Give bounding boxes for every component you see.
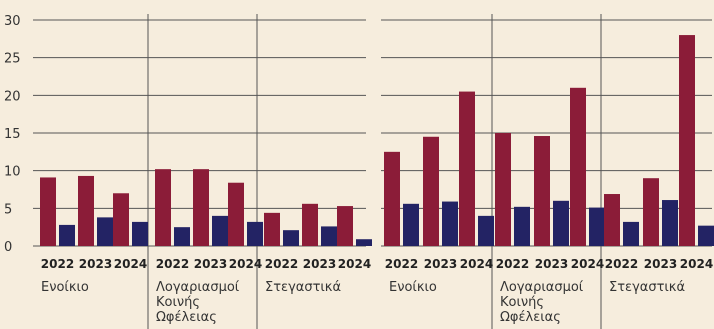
y-tick-label: 15 [4,127,21,142]
bar [59,224,75,246]
bar [679,35,695,246]
x-tick-label: 2024 [338,257,371,271]
bar [264,212,280,246]
bar [337,206,353,246]
y-tick-label: 20 [4,89,21,104]
group-label: Λογαριασμοί [500,280,584,295]
y-tick-label: 30 [4,14,21,29]
bar [495,133,511,246]
group-label: Λογαριασμοί [156,280,240,295]
bar [459,91,475,246]
bar [228,182,244,246]
y-tick-label: 25 [4,52,21,67]
x-tick-label: 2023 [644,257,677,271]
x-tick-label: 2024 [229,257,262,271]
x-tick-label: 2022 [385,257,418,271]
bar [423,136,439,246]
bar [321,226,337,246]
y-tick-label: 0 [4,240,12,255]
bar [570,87,586,246]
bar [604,194,620,246]
bar [212,215,228,246]
group-label: Ενοίκιο [41,280,89,295]
x-tick-label: 2024 [114,257,147,271]
bar [553,200,569,246]
bar [478,215,494,246]
group-label: Ωφέλειας [500,310,561,325]
bar [623,221,639,246]
bar [283,230,299,246]
x-tick-label: 2023 [194,257,227,271]
x-tick-label: 2022 [496,257,529,271]
bar [356,239,372,246]
x-tick-label: 2024 [460,257,493,271]
bar [174,227,190,246]
group-label: Κοινής [156,295,200,310]
bars [40,35,714,246]
bar [403,203,419,246]
group-label: Στεγαστικά [265,280,341,295]
bar [155,169,171,246]
group-label: Στεγαστικά [609,280,685,295]
bar [78,175,94,246]
bar [113,193,129,246]
bar [247,221,263,246]
x-tick-label: 2023 [535,257,568,271]
group-label: Κοινής [500,295,544,310]
x-tick-label: 2022 [265,257,298,271]
y-tick-label: 5 [4,202,12,217]
bar [662,200,678,246]
bar [384,151,400,246]
bar [132,221,148,246]
bar [589,207,605,246]
bar [97,217,113,246]
bar [40,177,56,246]
bar [698,225,714,246]
x-tick-label: 2022 [41,257,74,271]
x-tick-label: 2022 [156,257,189,271]
bar [514,206,530,246]
x-tick-label: 2023 [303,257,336,271]
x-tick-label: 2022 [605,257,638,271]
x-tick-label: 2023 [79,257,112,271]
group-label: Ενοίκιο [389,280,437,295]
bar [534,136,550,246]
bar [302,203,318,246]
x-tick-label: 2024 [680,257,713,271]
x-tick-label: 2024 [571,257,604,271]
bar [643,178,659,246]
group-label: Ωφέλειας [156,310,217,325]
x-tick-label: 2023 [424,257,457,271]
y-tick-label: 10 [4,165,21,180]
bar [193,169,209,246]
bar [442,201,458,246]
